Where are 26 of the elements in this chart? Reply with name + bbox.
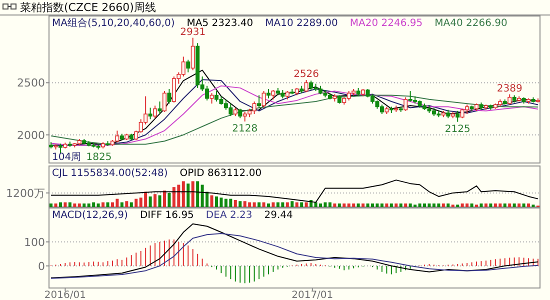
- annotation: 2128: [232, 124, 258, 135]
- series-label: DIFF 16.95: [140, 210, 194, 221]
- annotation: 2125: [444, 124, 470, 135]
- text: MA10 2289.00: [265, 18, 338, 29]
- text: MA20 2246.95: [350, 18, 423, 29]
- y-tick-label: 1200万: [6, 186, 45, 200]
- chart-subtitle: MA组合(5,10,20,40,60,0): [52, 17, 175, 29]
- x-tick-label: 2017/01: [292, 290, 334, 300]
- chart-title: 菜粕指数(CZCE 2660)周线: [20, 1, 156, 14]
- annotation: 104周: [52, 152, 82, 163]
- y-tick-label: 2500: [17, 76, 45, 90]
- series-label: OPID 863112.00: [180, 168, 262, 179]
- series-label: CJL 1155834.00(52:48): [52, 168, 168, 179]
- annotation: 2526: [294, 69, 320, 80]
- y-tick-label: 2000: [17, 128, 45, 142]
- y-tick-label: 0: [38, 260, 45, 273]
- chart-title: MACD(12,26,9): [52, 210, 128, 221]
- annotation: 2931: [180, 26, 206, 38]
- x-tick-label: 2016/01: [44, 290, 86, 300]
- series-label: DEA 2.23: [206, 210, 252, 221]
- annotation: 1825: [86, 152, 112, 163]
- text: MA40 2266.90: [434, 18, 508, 29]
- annotation: 2389: [496, 83, 522, 94]
- annotation: 29.44: [264, 210, 293, 221]
- text: MA5 2323.40: [186, 18, 254, 29]
- y-tick-label: 100: [24, 236, 45, 249]
